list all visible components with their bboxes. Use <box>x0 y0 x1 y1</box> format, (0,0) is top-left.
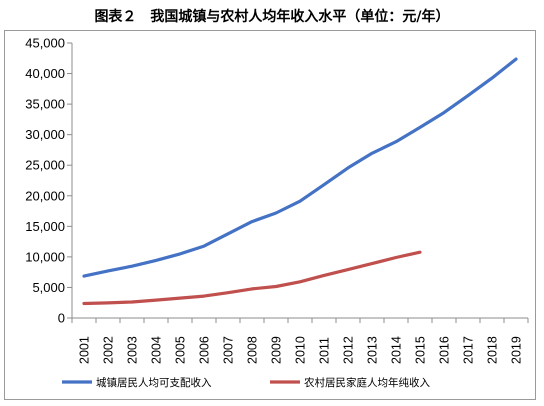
y-tick-label: 5,000 <box>32 280 65 295</box>
x-tick-label: 2004 <box>150 336 164 364</box>
x-tick-label: 2002 <box>102 336 116 364</box>
x-tick-label: 2014 <box>390 336 404 364</box>
x-tick-label: 2016 <box>438 336 452 364</box>
x-tick-label: 2012 <box>342 336 356 364</box>
x-tick-label: 2008 <box>246 336 260 364</box>
x-tick-label: 2007 <box>222 336 236 364</box>
legend-label-1: 城镇居民人均可支配收入 <box>96 376 212 389</box>
x-tick-label: 2013 <box>366 336 380 364</box>
legend-label-2: 农村居民家庭人均年纯收入 <box>304 376 430 389</box>
x-tick-label: 2011 <box>318 337 332 364</box>
chart-title: 图表２ 我国城镇与农村人均年收入水平（单位：元/年） <box>94 9 450 25</box>
y-tick-label: 15,000 <box>25 219 65 234</box>
series-line-2 <box>82 250 422 306</box>
x-tick-label: 2005 <box>174 336 188 364</box>
x-tick-label: 2003 <box>126 336 140 364</box>
y-tick-label: 10,000 <box>25 249 65 264</box>
x-tick-label: 2001 <box>78 336 92 364</box>
x-axis-ticks: 2001 2002 2003 2004 2005 2006 2007 2008 2009 2010… <box>71 318 529 364</box>
y-tick-label: 35,000 <box>25 97 65 112</box>
x-tick-label: 2009 <box>270 336 284 364</box>
legend: 城镇居民人均可支配收入 农村居民家庭人均年纯收入 <box>62 376 430 389</box>
x-tick-label: 2006 <box>198 336 212 364</box>
y-axis-ticks: 0 5,000 10,000 15,000 20,000 25,000 30,000 35,0… <box>25 36 72 326</box>
x-tick-label: 2017 <box>462 336 476 364</box>
series-line-1 <box>82 57 518 278</box>
x-tick-label: 2010 <box>294 336 308 364</box>
axes <box>71 43 528 319</box>
y-tick-label: 30,000 <box>25 127 65 142</box>
x-tick-label: 2015 <box>414 336 428 364</box>
y-tick-label: 0 <box>58 311 65 326</box>
y-tick-label: 40,000 <box>25 66 65 81</box>
series-lines <box>82 57 518 306</box>
x-tick-label: 2019 <box>510 336 524 364</box>
y-tick-label: 25,000 <box>25 158 65 173</box>
y-tick-label: 20,000 <box>25 188 65 203</box>
y-tick-label: 45,000 <box>25 36 65 51</box>
x-tick-label: 2018 <box>486 336 500 364</box>
